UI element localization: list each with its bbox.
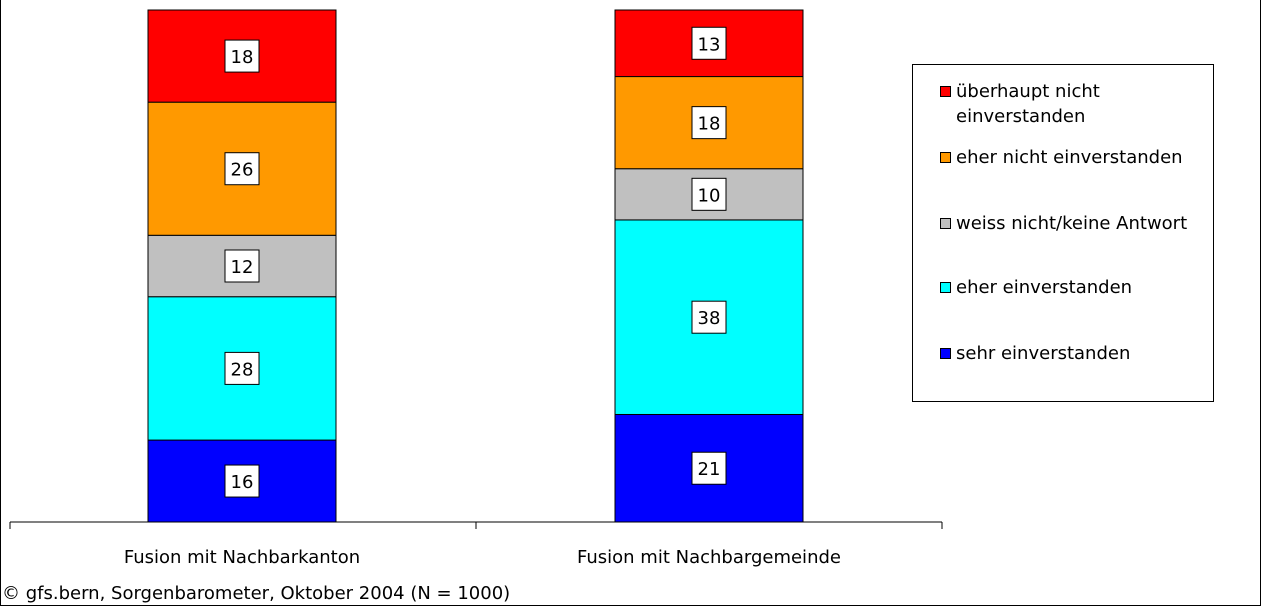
legend-item-sehr-einverstanden: sehr einverstanden (940, 341, 1226, 366)
legend-swatch (940, 348, 951, 359)
data-label: 28 (231, 359, 254, 380)
legend-item-ueberhaupt-nicht-einverstanden: überhaupt nicht einverstanden (940, 79, 1226, 129)
legend: überhaupt nicht einverstanden eher nicht… (912, 64, 1214, 402)
data-label: 16 (231, 472, 254, 493)
legend-label: weiss nicht/keine Antwort (956, 213, 1188, 234)
data-label-box (224, 249, 260, 283)
legend-item-eher-nicht-einverstanden: eher nicht einverstanden (940, 145, 1226, 170)
x-tick-label-fusion-mit-nachbargemeinde: Fusion mit Nachbargemeinde (577, 547, 841, 568)
legend-swatch (940, 152, 951, 163)
data-label-box (691, 26, 727, 60)
legend-label: eher einverstanden (956, 277, 1133, 298)
data-label: 12 (231, 257, 254, 278)
data-label: 21 (698, 459, 721, 480)
legend-swatch (940, 218, 951, 229)
source-note: © gfs.bern, Sorgenbarometer, Oktober 200… (2, 583, 511, 604)
data-label-box (691, 300, 727, 334)
data-label: 26 (231, 160, 254, 181)
legend-label: überhaupt nicht einverstanden (956, 81, 1100, 127)
x-tick-label-fusion-mit-nachbarkanton: Fusion mit Nachbarkanton (124, 547, 360, 568)
data-label: 18 (698, 114, 721, 135)
data-label-box (691, 106, 727, 140)
data-label: 18 (231, 47, 254, 68)
legend-label: eher nicht einverstanden (956, 147, 1183, 168)
data-label: 38 (698, 308, 721, 329)
legend-item-eher-einverstanden: eher einverstanden (940, 275, 1226, 300)
data-label-box (224, 39, 260, 73)
data-label-box (224, 152, 260, 186)
data-label-box (691, 177, 727, 211)
legend-swatch (940, 86, 951, 97)
data-label-box (691, 451, 727, 485)
data-label-box (224, 464, 260, 498)
data-label-box (224, 351, 260, 385)
data-label: 13 (698, 34, 721, 55)
legend-swatch (940, 282, 951, 293)
legend-item-weiss-nicht-keine-antwort: weiss nicht/keine Antwort (940, 211, 1226, 236)
legend-label: sehr einverstanden (956, 343, 1131, 364)
data-label: 10 (698, 185, 721, 206)
